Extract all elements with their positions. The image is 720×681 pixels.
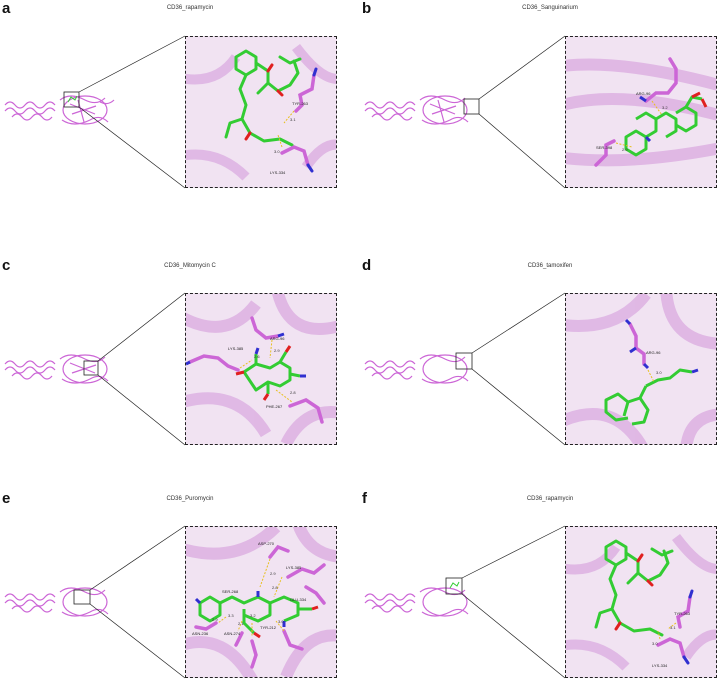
distance-label: 3.1: [670, 625, 676, 630]
residue-label: LYS-385: [228, 346, 244, 351]
residue-label: GLU-334: [290, 597, 307, 602]
residue-label: TYR-212: [260, 625, 277, 630]
residue-label: ASN-274: [224, 631, 241, 636]
residue-label: ASN-236: [192, 631, 209, 636]
distance-label: 3.3: [228, 613, 234, 618]
zoomed-binding-site-image: ARG-96 SER-398 3.2 2.9: [565, 36, 717, 188]
residue-label: ARG-96: [270, 336, 285, 341]
panel-d: d CD36_tamoxifen: [360, 227, 720, 454]
panel-f: f CD36_rapamycin: [360, 454, 720, 681]
panel-c: c CD36_Mitomycin C: [0, 227, 360, 454]
protein-overview-image: [364, 577, 469, 617]
distance-label: 3.0: [274, 149, 280, 154]
panel-title: CD36_Puromycin: [166, 496, 214, 502]
zoomed-binding-site-image: TYR-263 LYS-334 3.1 3.0: [565, 526, 717, 678]
protein-overview-image: [364, 352, 473, 384]
protein-overview-image: [4, 354, 109, 384]
distance-label: 2.9: [212, 617, 218, 622]
panel-a: a CD36_rapamycin: [0, 0, 360, 227]
zoomed-binding-site-image: ASP-270 LYS-385 SER-268 ASN-236 ASN-274 …: [185, 526, 337, 678]
distance-label: 2.9: [622, 147, 628, 152]
residue-label: LYS-334: [652, 663, 668, 668]
panel-title: CD36_tamoxifen: [527, 263, 573, 269]
residue-label: ARG-96: [646, 350, 661, 355]
panel-label: a: [2, 0, 11, 17]
zoomed-binding-site-image: LYS-385 ARG-96 PHE-267 2.6 2.9 2.8: [185, 293, 337, 445]
protein-overview-image: [4, 91, 115, 125]
distance-label: 3.2: [662, 105, 668, 110]
distance-label: 2.8: [272, 585, 278, 590]
distance-label: 3.0: [278, 619, 284, 624]
panel-e: e CD36_Puromycin: [0, 454, 360, 681]
panel-title: CD36_rapamycin: [526, 496, 574, 502]
distance-label: 3.0: [656, 370, 662, 375]
residue-label: LYS-385: [286, 565, 302, 570]
panel-title: CD36_rapamycin: [166, 5, 214, 11]
protein-overview-image: [4, 587, 109, 617]
residue-label: TYR-263: [292, 101, 309, 106]
distance-label: 2.1: [238, 621, 244, 626]
panel-label: e: [2, 490, 11, 507]
distance-label: 3.1: [290, 117, 296, 122]
residue-label: TYR-263: [674, 611, 691, 616]
panel-label: d: [362, 257, 372, 274]
panel-b: b CD36_Sanguinarium: [360, 0, 720, 227]
residue-label: LYS-334: [270, 170, 286, 175]
protein-overview-image: [364, 95, 480, 125]
distance-label: 3.2: [250, 613, 256, 618]
panel-title: CD36_Mitomycin C: [164, 263, 216, 269]
distance-label: 3.0: [652, 641, 658, 646]
zoomed-binding-site-image: ARG-96 3.0: [565, 293, 717, 445]
residue-label: ARG-96: [636, 91, 651, 96]
panel-label: f: [362, 490, 367, 507]
panel-label: c: [2, 257, 11, 274]
residue-label: SER-398: [596, 145, 613, 150]
residue-label: ASP-270: [258, 541, 275, 546]
panel-title: CD36_Sanguinarium: [522, 5, 578, 11]
residue-label: PHE-267: [266, 404, 283, 409]
distance-label: 2.6: [254, 354, 260, 359]
distance-label: 2.9: [270, 571, 276, 576]
residue-label: SER-268: [222, 589, 239, 594]
distance-label: 2.9: [274, 348, 280, 353]
zoomed-binding-site-image: TYR-263 LYS-334 3.1 3.0: [185, 36, 337, 188]
distance-label: 2.8: [290, 390, 296, 395]
panel-label: b: [362, 0, 372, 17]
